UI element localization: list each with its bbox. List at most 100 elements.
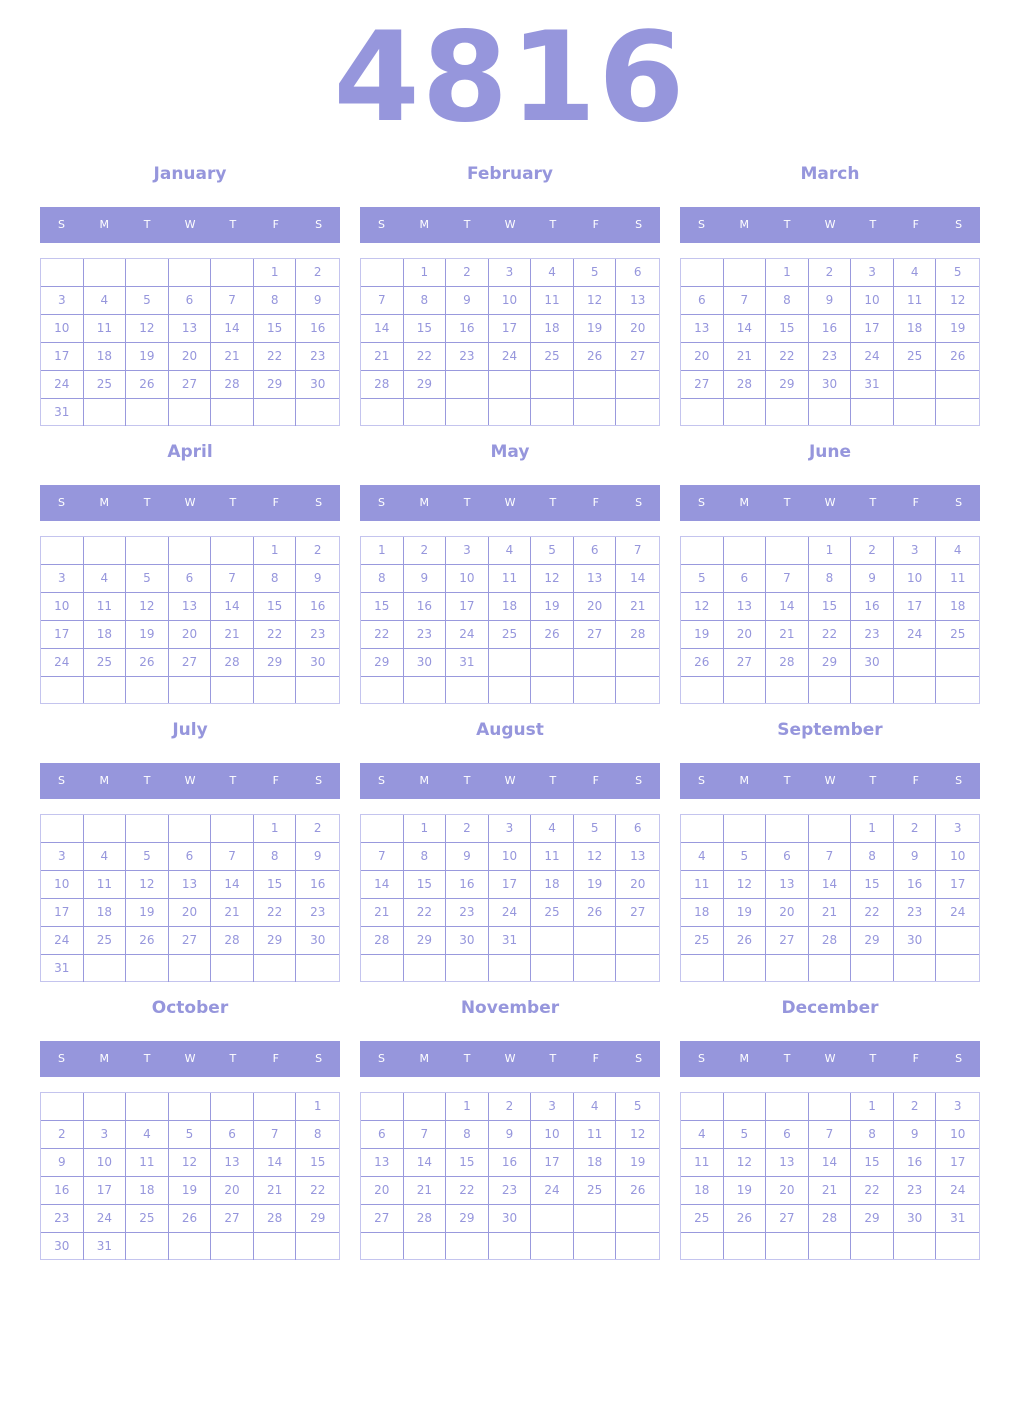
weekday-label: F [592,496,599,509]
day-cell [893,649,937,677]
day-cell [616,677,659,703]
day-cell: 10 [41,315,84,343]
day-cell: 11 [681,1149,724,1177]
day-cell: 20 [723,621,767,649]
day-cell [573,1205,617,1233]
day-cell: 6 [766,1121,809,1149]
weekday-label: W [824,218,836,231]
weekday-label: M [739,218,750,231]
weekday-label: M [739,496,750,509]
weekday-label: T [783,1052,791,1065]
day-cell: 20 [573,593,617,621]
day-cell: 6 [616,815,659,843]
day-cell: 21 [253,1177,297,1205]
day-cell [211,955,254,982]
day-cell [403,1093,447,1121]
day-cell: 4 [83,843,127,871]
day-cell: 28 [211,649,254,677]
day-cell: 10 [488,843,532,871]
day-cell: 20 [616,315,659,343]
day-cell: 6 [168,843,212,871]
day-cell: 2 [296,537,339,565]
weekday-label: T [143,774,151,787]
day-cell: 6 [681,287,724,315]
day-cell [574,677,617,703]
day-cell: 7 [616,537,659,565]
day-cell: 30 [41,1233,84,1260]
day-cell: 14 [616,565,659,593]
day-cell: 16 [296,315,339,343]
day-grid: 1 2 3 4 5 6 7 8 9 10 11 12 13 14 15 16 17 18 19 20 21 22 23 24 2… [40,1092,340,1260]
day-cell: 7 [361,287,404,315]
day-cell [766,537,809,565]
day-cell [253,1093,297,1121]
day-cell: 14 [211,593,254,621]
day-cell: 10 [936,1121,979,1149]
day-cell: 10 [936,843,979,871]
day-cell [211,1233,254,1260]
day-cell: 12 [126,315,169,343]
weekday-label: S [635,496,643,509]
weekday-label: T [463,774,471,787]
day-cell [126,677,169,703]
day-cell: 3 [446,537,489,565]
day-cell: 29 [253,371,297,399]
day-cell: 24 [531,1177,574,1205]
weekday-label: F [912,496,919,509]
day-cell: 5 [573,815,617,843]
day-cell: 28 [723,371,767,399]
day-cell [211,677,254,703]
day-cell: 25 [83,649,127,677]
day-cell: 31 [936,1205,979,1233]
day-cell: 2 [851,537,894,565]
day-cell: 10 [446,565,489,593]
day-cell [531,399,574,425]
day-cell: 29 [403,371,447,399]
day-cell: 4 [126,1121,169,1149]
day-cell: 28 [361,371,404,399]
day-cell: 24 [83,1205,127,1233]
day-cell: 7 [253,1121,297,1149]
day-cell: 20 [168,899,212,927]
day-cell: 26 [616,1177,659,1205]
day-cell: 19 [573,871,617,899]
day-cell [404,955,447,981]
day-cell: 16 [296,871,339,899]
day-cell: 18 [83,621,127,649]
day-cell: 14 [211,315,254,343]
day-cell: 9 [893,843,937,871]
day-cell [766,677,809,703]
day-cell: 17 [41,343,84,371]
day-cell: 27 [168,649,212,677]
day-cell: 27 [681,371,724,399]
day-cell: 22 [253,343,297,371]
day-cell [169,1233,212,1260]
day-cell [681,955,724,981]
day-cell: 15 [446,1149,489,1177]
day-cell: 30 [296,371,339,399]
day-cell [41,259,84,287]
weekday-label: W [824,496,836,509]
day-cell: 18 [83,899,127,927]
day-cell: 1 [403,815,447,843]
day-cell: 14 [403,1149,447,1177]
day-cell: 25 [681,1205,724,1233]
day-cell [83,537,127,565]
day-cell: 12 [616,1121,659,1149]
day-cell: 28 [766,649,809,677]
day-cell: 11 [681,871,724,899]
day-cell [573,927,617,955]
weekday-label: S [377,774,385,787]
day-cell: 14 [211,871,254,899]
day-cell [681,537,724,565]
day-cell: 9 [446,843,489,871]
day-cell: 4 [531,259,574,287]
day-cell [361,399,404,425]
day-cell: 9 [808,287,852,315]
day-cell: 16 [446,871,489,899]
day-cell: 9 [296,565,339,593]
day-cell: 1 [403,259,447,287]
day-cell: 21 [808,1177,852,1205]
